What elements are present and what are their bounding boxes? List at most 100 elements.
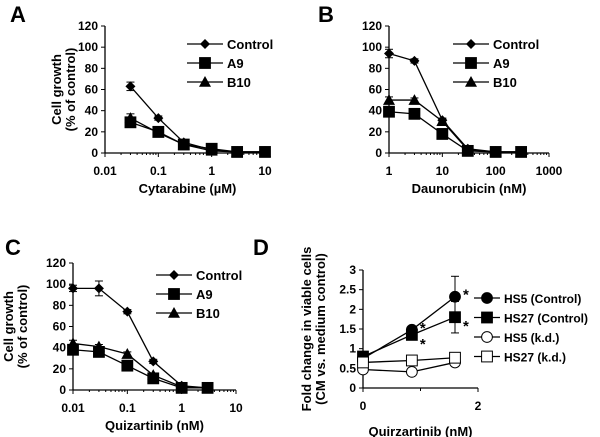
legend-label: A9 xyxy=(493,56,510,71)
panel-C: C 0 20 40 60 80 100 120 0.01 0.1 1 10 Quizartinib (n… xyxy=(1,235,243,433)
triangle-marker xyxy=(436,115,449,127)
y-tick-label: 40 xyxy=(369,104,383,118)
legend-entry: Control xyxy=(156,268,242,283)
series-a9 xyxy=(124,116,271,158)
panel-label: A xyxy=(10,2,26,27)
diamond-marker xyxy=(384,48,394,59)
triangle-marker xyxy=(259,145,271,157)
legend-entry: Control xyxy=(187,37,273,52)
series-control xyxy=(68,280,213,393)
legend-entry: HS27 (Control) xyxy=(474,312,588,326)
y-tick-label: 120 xyxy=(362,19,382,33)
legend-label: B10 xyxy=(196,306,220,321)
square-marker xyxy=(465,57,477,69)
diamond-marker xyxy=(122,306,133,317)
panel-label: D xyxy=(253,235,269,260)
legend-label: B10 xyxy=(493,75,517,90)
triangle-marker xyxy=(121,348,134,359)
x-tick-label: 1 xyxy=(386,164,393,178)
series-line xyxy=(129,85,265,153)
square-marker xyxy=(199,57,211,69)
y-tick-label: 2 xyxy=(349,302,356,316)
legend-label: Control xyxy=(196,268,242,283)
y-tick-label: 20 xyxy=(369,125,383,139)
legend-entry: B10 xyxy=(453,75,517,90)
legend-label: B10 xyxy=(227,75,251,90)
x-tick-label: 10 xyxy=(436,164,450,178)
y-tick-label: 20 xyxy=(53,362,67,376)
diamond-marker xyxy=(200,39,210,49)
diamond-marker xyxy=(68,283,78,294)
triangle-marker xyxy=(147,369,160,380)
series-b10 xyxy=(67,337,214,393)
y-axis-label: Cell growth xyxy=(49,54,64,125)
triangle-marker xyxy=(465,76,477,87)
legend-label: A9 xyxy=(227,56,244,71)
legend-label: Control xyxy=(227,37,273,52)
legend-entry: B10 xyxy=(187,75,251,90)
x-tick-label: 1 xyxy=(208,164,215,178)
square-marker xyxy=(168,288,180,300)
y-tick-label: 60 xyxy=(53,320,67,334)
legend-entry: HS5 (k.d.) xyxy=(474,331,559,345)
y-tick-label: 80 xyxy=(85,61,99,75)
significance-mark: * xyxy=(463,287,469,304)
x-tick-label: 0 xyxy=(360,399,367,413)
diamond-marker xyxy=(148,356,159,367)
legend-label: HS5 (Control) xyxy=(504,292,581,306)
square-marker xyxy=(449,311,461,324)
legend-entry: A9 xyxy=(453,56,510,71)
y-tick-label: 0 xyxy=(349,381,356,395)
x-tick-label: 2 xyxy=(475,399,482,413)
diamond-marker xyxy=(153,113,164,124)
y-tick-label: 1.5 xyxy=(339,322,356,336)
y-axis-label: Fold change in viable cells xyxy=(299,247,314,412)
triangle-marker xyxy=(515,145,528,157)
y-tick-label: 40 xyxy=(53,341,67,355)
y-tick-label: 80 xyxy=(369,61,383,75)
y-axis-label: (% of control) xyxy=(15,285,30,369)
diamond-marker xyxy=(93,283,104,294)
y-tick-label: 100 xyxy=(78,40,98,54)
triangle-marker xyxy=(201,381,214,393)
x-tick-label: 100 xyxy=(486,164,506,178)
diamond-marker xyxy=(125,81,136,92)
series-a9 xyxy=(383,105,528,158)
y-axis-label: (% of control) xyxy=(63,48,78,132)
triangle-marker xyxy=(124,112,137,123)
square-marker xyxy=(436,128,449,140)
diamond-marker xyxy=(169,270,179,280)
series-hs27-k-d- xyxy=(357,351,461,369)
y-tick-label: 40 xyxy=(85,104,99,118)
x-tick-label: 10 xyxy=(229,401,243,415)
square-marker xyxy=(408,107,421,120)
legend-entry: A9 xyxy=(156,287,213,302)
square-marker xyxy=(481,311,493,324)
circle-marker xyxy=(481,292,493,304)
x-tick-label: 0.01 xyxy=(93,164,117,178)
triangle-marker xyxy=(205,144,218,156)
y-tick-label: 60 xyxy=(369,83,383,97)
series-b10 xyxy=(124,112,271,157)
triangle-marker xyxy=(177,138,190,150)
square-marker xyxy=(121,359,134,372)
significance-mark: * xyxy=(420,320,426,337)
y-tick-label: 60 xyxy=(85,83,99,97)
x-axis-label: Quirzartinib (nM) xyxy=(369,424,473,437)
x-axis-label: Daunorubicin (nM) xyxy=(412,181,527,196)
circle-marker xyxy=(449,290,461,303)
triangle-marker xyxy=(489,145,502,157)
y-tick-label: 120 xyxy=(46,256,66,270)
y-tick-label: 80 xyxy=(53,298,67,312)
legend-label: A9 xyxy=(196,287,213,302)
y-tick-label: 100 xyxy=(46,277,66,291)
circle-marker xyxy=(405,365,418,378)
series-line xyxy=(389,99,522,153)
square-marker xyxy=(405,329,418,341)
square-marker xyxy=(481,350,493,363)
square-marker xyxy=(405,354,418,367)
triangle-marker xyxy=(461,143,474,155)
